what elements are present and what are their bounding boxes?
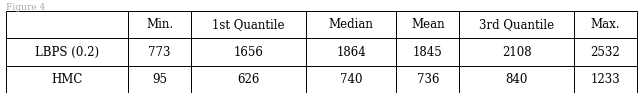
Text: Figure 4: Figure 4 (6, 3, 45, 12)
